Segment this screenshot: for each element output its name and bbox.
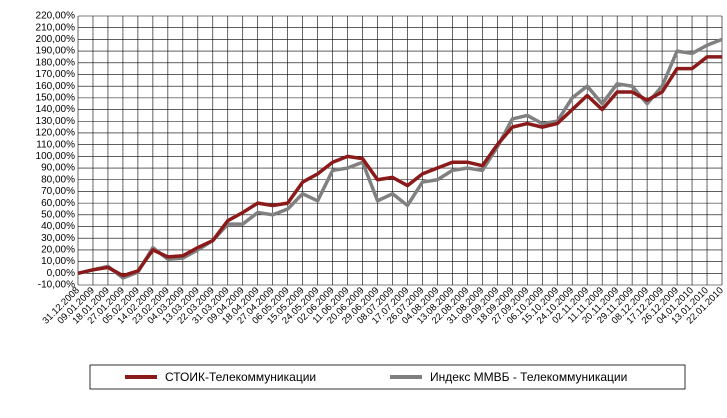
y-tick-label: 150,00% — [36, 93, 76, 104]
y-tick-label: 120,00% — [36, 128, 76, 139]
y-tick-label: 180,00% — [36, 57, 76, 68]
y-tick-label: 220,00% — [36, 11, 76, 22]
legend-label: СТОИК-Телекоммуникации — [165, 370, 316, 384]
y-tick-label: 130,00% — [36, 116, 76, 127]
y-tick-label: -10,00% — [38, 280, 75, 291]
y-tick-label: 210,00% — [36, 22, 76, 33]
y-tick-label: 190,00% — [36, 46, 76, 57]
y-tick-label: 140,00% — [36, 104, 76, 115]
legend-label: Индекс ММВБ - Телекоммуникации — [430, 370, 627, 384]
y-tick-label: 160,00% — [36, 81, 76, 92]
y-tick-label: 90,00% — [41, 163, 75, 174]
y-tick-label: 100,00% — [36, 151, 76, 162]
y-tick-label: 80,00% — [41, 174, 75, 185]
y-tick-label: 40,00% — [41, 221, 75, 232]
series-line — [77, 55, 722, 278]
series-line — [77, 37, 723, 280]
y-tick-label: 10,00% — [41, 256, 75, 267]
y-tick-label: 60,00% — [41, 198, 75, 209]
y-tick-label: 30,00% — [41, 233, 75, 244]
y-tick-label: 110,00% — [36, 139, 75, 150]
y-tick-label: 0,00% — [47, 268, 75, 279]
y-tick-label: 200,00% — [36, 34, 76, 45]
y-tick-label: 70,00% — [41, 186, 75, 197]
y-tick-label: 20,00% — [41, 245, 75, 256]
legend-box — [89, 364, 686, 390]
y-tick-label: 170,00% — [36, 69, 76, 80]
y-tick-label: 50,00% — [41, 209, 75, 220]
